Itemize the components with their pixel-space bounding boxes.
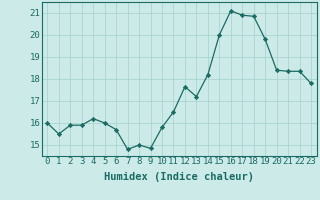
X-axis label: Humidex (Indice chaleur): Humidex (Indice chaleur) (104, 172, 254, 182)
